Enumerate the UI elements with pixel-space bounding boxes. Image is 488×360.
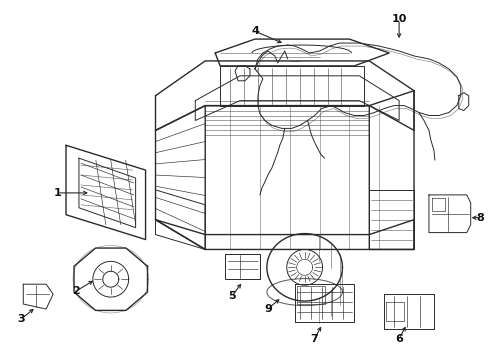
Text: 9: 9 [264, 304, 271, 314]
Text: 5: 5 [228, 291, 235, 301]
Text: 2: 2 [72, 286, 80, 296]
Text: 7: 7 [310, 334, 318, 344]
Text: 1: 1 [53, 188, 61, 198]
Text: 6: 6 [394, 334, 402, 344]
Text: 8: 8 [476, 213, 484, 223]
Text: 3: 3 [18, 314, 25, 324]
Text: 4: 4 [250, 26, 258, 36]
Text: 10: 10 [390, 14, 406, 24]
